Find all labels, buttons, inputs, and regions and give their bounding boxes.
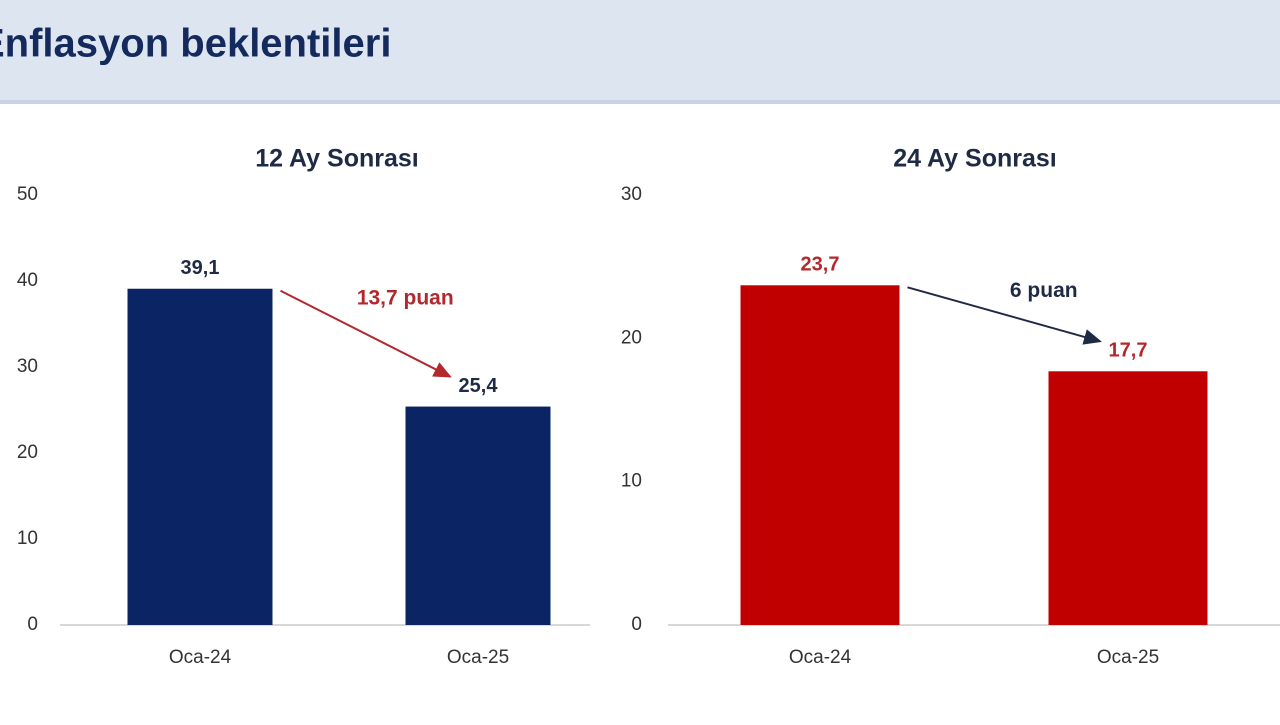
- chart-title: 12 Ay Sonrası: [255, 145, 419, 173]
- x-tick-label: Oca-25: [447, 647, 509, 668]
- annotation: 6 puan: [1010, 279, 1078, 302]
- bar: [740, 285, 900, 625]
- bar: [127, 288, 273, 625]
- value-label: 23,7: [801, 254, 840, 276]
- y-tick-label: 40: [17, 270, 38, 291]
- y-tick-label: 20: [621, 327, 642, 348]
- chart-title: 24 Ay Sonrası: [893, 145, 1057, 173]
- value-label: 39,1: [181, 257, 220, 279]
- annotation: 13,7 puan: [357, 286, 454, 309]
- x-tick-label: Oca-24: [789, 647, 852, 668]
- value-label: 17,7: [1109, 340, 1148, 362]
- annotation-arrow: [907, 286, 1102, 345]
- y-tick-label: 0: [631, 614, 642, 635]
- y-tick-label: 0: [27, 614, 38, 635]
- page-title: Enflasyon beklentileri: [0, 22, 391, 66]
- annotation-arrow: [280, 289, 452, 378]
- y-tick-label: 20: [17, 442, 38, 463]
- x-tick-label: Oca-24: [169, 647, 232, 668]
- y-tick-label: 10: [17, 528, 38, 549]
- y-tick-label: 50: [17, 184, 38, 205]
- y-tick-label: 10: [621, 471, 642, 492]
- y-tick-label: 30: [17, 356, 38, 377]
- value-label: 25,4: [459, 375, 499, 397]
- header-band: [0, 0, 1280, 100]
- header-rule: [0, 100, 1280, 104]
- x-tick-label: Oca-25: [1097, 647, 1159, 668]
- bar: [1048, 371, 1208, 625]
- bar: [405, 406, 551, 625]
- y-tick-label: 30: [621, 184, 642, 205]
